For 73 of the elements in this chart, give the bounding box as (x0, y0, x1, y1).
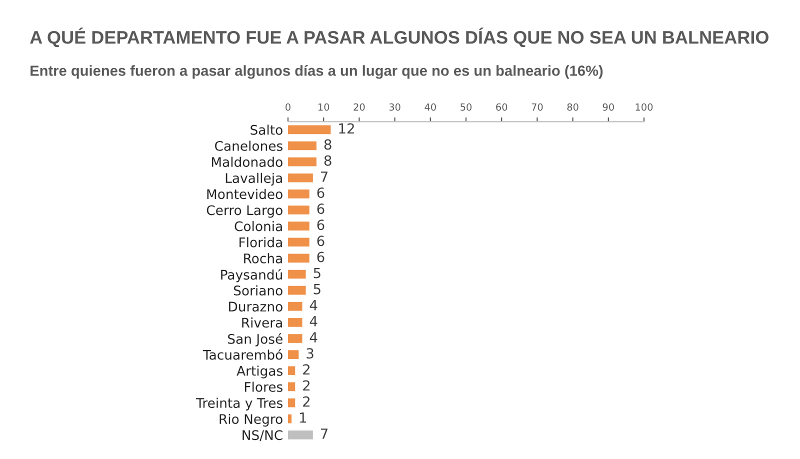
y-tick-label: Artigas (236, 366, 282, 378)
data-label: 6 (317, 187, 324, 198)
data-label: 2 (303, 380, 310, 391)
bar (288, 302, 302, 311)
x-tick-label: 60 (496, 103, 508, 111)
data-label: 4 (310, 300, 318, 310)
chart-subtitle: Entre quienes fueron a pasar algunos días a un lugar que no es un balneario (16%) (30, 65, 603, 79)
data-label: 6 (317, 204, 324, 214)
y-tick-label: Colonia (234, 221, 282, 232)
data-label: 4 (310, 332, 318, 342)
data-label: 7 (321, 172, 328, 182)
y-tick-label: Rio Negro (220, 414, 282, 427)
chart-title: A QUÉ DEPARTAMENTO FUE A PASAR ALGUNOS DÍAS QUE NO SEA UN BALNEARIO (30, 28, 768, 48)
bar (288, 125, 331, 134)
bar (288, 270, 306, 279)
bar (288, 334, 302, 343)
y-tick-label: NS/NC (242, 430, 282, 442)
bar (288, 157, 316, 166)
data-label: 6 (317, 236, 324, 246)
data-label: 8 (324, 155, 332, 166)
bar (288, 318, 302, 327)
y-tick-label: Lavalleja (226, 172, 282, 186)
bar (288, 238, 310, 247)
bar (288, 350, 299, 359)
data-label: 12 (339, 123, 354, 134)
y-tick-label: Florida (240, 237, 282, 248)
y-tick-label: Treinta y Tres (196, 398, 282, 411)
data-label: 8 (324, 139, 332, 150)
bar (288, 254, 310, 263)
y-tick-label: Flores (244, 382, 282, 392)
bar (288, 398, 296, 408)
x-tick-label: 100 (636, 103, 653, 111)
data-label: 3 (306, 348, 314, 359)
bar (288, 366, 296, 376)
y-tick-label: Tacuarembó (202, 349, 282, 360)
y-tick-label: Canelones (215, 140, 282, 151)
data-label: 5 (314, 284, 320, 294)
y-tick-label: Paysandú (221, 268, 282, 282)
y-tick-label: Rocha (244, 253, 282, 264)
data-label: 5 (314, 268, 320, 278)
data-label: 6 (317, 252, 324, 262)
data-label: 2 (303, 364, 310, 374)
x-tick-label: 0 (286, 103, 290, 111)
x-tick-label: 70 (532, 103, 543, 111)
data-label: 2 (303, 396, 310, 407)
y-tick-label: Durazno (229, 302, 282, 312)
y-tick-label: Cerro Largo (206, 205, 282, 218)
data-label: 6 (317, 220, 324, 230)
y-tick-label: Rivera (242, 317, 282, 328)
data-label: 1 (300, 412, 306, 423)
bar (288, 206, 310, 214)
x-tick-label: 90 (602, 103, 614, 111)
x-tick-label: 40 (424, 103, 436, 111)
bar (288, 141, 316, 150)
bar (288, 286, 306, 295)
bar (288, 173, 313, 182)
bar (288, 414, 292, 424)
x-tick-label: 20 (354, 103, 365, 111)
x-tick-label: 10 (318, 103, 330, 111)
bar (288, 190, 310, 198)
x-tick-label: 80 (567, 103, 578, 111)
x-tick-label: 30 (389, 103, 400, 111)
data-label: 7 (321, 428, 328, 439)
bar (288, 430, 313, 440)
x-tick-label: 50 (460, 103, 472, 111)
y-tick-label: San José (228, 333, 282, 346)
y-tick-label: Soriano (234, 285, 282, 296)
y-tick-label: Maldonado (212, 156, 282, 167)
y-tick-label: Salto (250, 124, 282, 135)
y-tick-label: Montevideo (207, 188, 282, 200)
bar (288, 382, 296, 392)
bar (288, 222, 310, 230)
data-label: 4 (310, 316, 318, 326)
